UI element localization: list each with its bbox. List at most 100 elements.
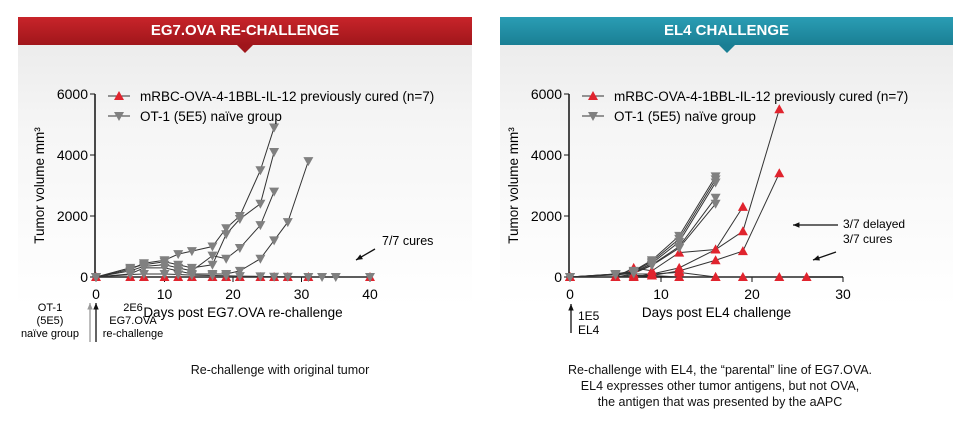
naive-point <box>610 270 621 280</box>
naive-point <box>674 237 685 247</box>
naive-point <box>269 123 280 133</box>
caption-left: Re-challenge with original tumor <box>190 363 370 377</box>
naive-point <box>255 199 266 209</box>
annotation-rechallenge: re-challenge <box>103 328 164 340</box>
annotation-ot1: naïve group <box>21 328 79 340</box>
cured-point <box>710 255 721 265</box>
naive-point <box>207 242 218 252</box>
annotation-delayed: 3/7 delayed <box>843 217 905 231</box>
y-tick-label: 2000 <box>531 208 562 224</box>
naive-point <box>255 272 266 282</box>
cures-arrow-head <box>356 254 363 260</box>
series-line <box>570 109 780 278</box>
header-notch <box>718 45 735 53</box>
naive-point <box>646 261 657 271</box>
series-line <box>570 206 744 278</box>
x-tick-label: 20 <box>744 286 760 302</box>
annotation-ot1: (5E5) <box>37 315 64 327</box>
naive-point <box>138 269 149 279</box>
naive-point <box>234 266 245 276</box>
header-eg7ova: EG7.OVA RE-CHALLENGE <box>18 17 472 45</box>
cures-arrow-head <box>813 255 820 261</box>
naive-point <box>221 230 232 240</box>
naive-point <box>282 218 293 228</box>
series-line <box>569 179 717 278</box>
cured-point <box>774 104 785 114</box>
x-tick-label: 10 <box>157 286 173 302</box>
cured-point <box>737 246 748 256</box>
legend-label: mRBC-OVA-4-1BBL-IL-12 previously cured (… <box>140 89 434 104</box>
naive-point <box>186 247 197 257</box>
el4-arrow-head <box>568 304 574 311</box>
legend-label: mRBC-OVA-4-1BBL-IL-12 previously cured (… <box>614 89 908 104</box>
x-axis-label: Days post EL4 challenge <box>642 305 791 320</box>
panel-el4: EL4 CHALLENGE <box>500 17 953 307</box>
header-el4: EL4 CHALLENGE <box>500 17 953 45</box>
naive-point <box>234 244 245 254</box>
naive-point <box>221 271 232 281</box>
x-tick-label: 30 <box>835 286 851 302</box>
cured-point <box>737 272 748 281</box>
x-tick-label: 0 <box>566 286 574 302</box>
series-line <box>570 274 716 278</box>
y-axis-label: Tumor volume mm³ <box>506 127 521 244</box>
series-line <box>95 151 275 278</box>
legend-label: OT-1 (5E5) naïve group <box>140 109 282 124</box>
y-tick-label: 4000 <box>57 147 88 163</box>
cured-point <box>674 272 685 281</box>
legend-marker <box>114 112 124 121</box>
naive-point <box>159 263 170 273</box>
naive-point <box>173 270 184 280</box>
x-tick-label: 20 <box>225 286 241 302</box>
cured-point <box>737 201 748 211</box>
series-line <box>95 160 309 278</box>
series-line <box>95 191 275 278</box>
naive-point <box>303 157 314 167</box>
annotation-el4: 1E5 <box>578 309 600 323</box>
naive-point <box>207 251 218 261</box>
naive-point <box>91 273 101 282</box>
y-tick-label: 0 <box>80 269 88 285</box>
naive-point <box>186 271 197 281</box>
x-tick-label: 40 <box>362 286 378 302</box>
annotation-el4: EL4 <box>578 323 600 337</box>
ot1-arrow-head <box>87 303 93 310</box>
naive-point <box>628 269 639 279</box>
cured-point <box>737 226 748 236</box>
x-tick-label: 30 <box>294 286 310 302</box>
cured-point <box>774 272 785 281</box>
y-tick-label: 6000 <box>57 86 88 102</box>
annotation-cures: 7/7 cures <box>382 234 433 248</box>
naive-point <box>221 224 232 234</box>
legend-label: OT-1 (5E5) naïve group <box>614 109 756 124</box>
cured-point <box>710 244 721 254</box>
naive-point <box>317 273 328 282</box>
naive-point <box>255 254 266 264</box>
naive-point <box>138 263 149 273</box>
naive-point <box>282 272 293 282</box>
naive-point <box>234 215 245 225</box>
y-tick-label: 0 <box>554 269 562 285</box>
annotation-rechallenge: EG7.OVA <box>109 315 157 327</box>
series-line <box>570 173 780 278</box>
cured-point <box>710 272 721 281</box>
legend-marker <box>588 112 598 121</box>
legend-marker <box>114 91 124 100</box>
naive-point <box>221 254 232 264</box>
x-axis-label: Days post EG7.OVA re-challenge <box>143 305 342 320</box>
series-line <box>95 127 275 278</box>
cured-point <box>801 272 812 281</box>
naive-point <box>365 273 375 282</box>
naive-point <box>173 250 184 260</box>
naive-point <box>207 271 218 281</box>
cured-point <box>774 168 785 178</box>
x-tick-label: 10 <box>653 286 669 302</box>
panel-eg7ova: EG7.OVA RE-CHALLENGE <box>18 17 472 307</box>
y-axis-label: Tumor volume mm³ <box>32 127 47 244</box>
x-tick-label: 0 <box>92 286 100 302</box>
annotation-ot1: OT-1 <box>38 302 62 314</box>
naive-point <box>269 147 280 157</box>
y-tick-label: 6000 <box>531 86 562 102</box>
delayed-arrow-head <box>793 222 800 228</box>
naive-point <box>255 221 266 231</box>
